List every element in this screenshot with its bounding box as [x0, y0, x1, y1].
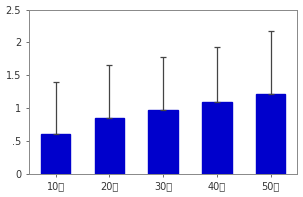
Bar: [41, 134, 70, 174]
Bar: [202, 101, 231, 174]
Bar: [95, 118, 124, 174]
Bar: [256, 94, 285, 174]
Bar: [148, 110, 178, 174]
